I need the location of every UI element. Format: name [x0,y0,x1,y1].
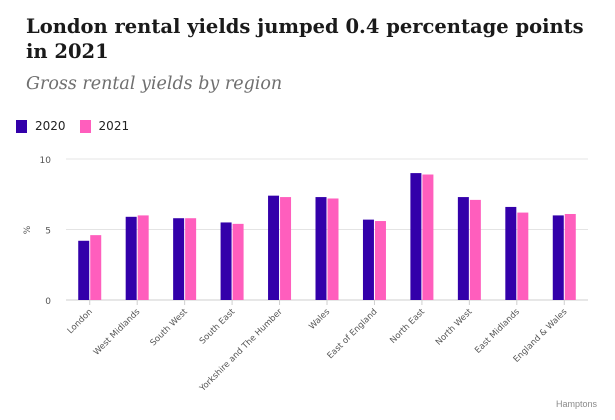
chart-title: London rental yields jumped 0.4 percenta… [26,15,584,63]
y-tick-label-0: 0 [45,297,51,307]
bar-2020-yorkshire-and-the-humber [268,195,280,300]
bar-2021-wales [327,198,339,300]
bar-2020-wales [315,197,327,300]
x-tick-label-south-west: South West [149,307,191,349]
bar-2020-south-east [220,222,232,300]
bar-2021-england-wales [564,213,576,300]
x-tick-label-east-of-england: East of England [326,307,380,361]
legend-label-2021: 2021 [98,119,130,133]
x-tick-label-north-east: North East [388,307,427,346]
bar-2020-england-wales [552,215,564,300]
bar-2021-east-midlands [517,212,529,300]
legend-swatch-2021 [79,119,91,133]
bar-2020-london [78,240,90,300]
bar-2020-south-west [173,218,185,300]
x-tick-label-yorkshire-and-the-humber: Yorkshire and The Humber [197,307,285,395]
bar-2020-north-west [457,197,469,300]
x-tick-label-north-west: North West [434,307,475,348]
y-tick-label-10: 10 [40,156,52,166]
bar-2020-east-midlands [505,206,517,300]
bar-2021-east-of-england [374,221,386,300]
x-tick-label-wales: Wales [307,307,332,332]
bar-2021-yorkshire-and-the-humber [280,197,292,300]
legend-item-2021: 2021 [79,119,130,133]
legend-item-2020: 2020 [16,119,66,133]
bar-2021-london [90,235,102,300]
bar-2021-north-east [422,174,434,300]
bar-2021-south-west [185,218,197,300]
bar-2021-south-east [232,223,244,300]
source-label: Hamptons [555,399,597,409]
legend-label-2020: 2020 [35,119,66,133]
bar-2020-east-of-england [362,219,374,300]
legend: 2020 2021 [16,119,129,133]
x-tick-label-south-east: South East [198,307,238,347]
x-tick-label-london: London [66,307,95,336]
x-tick-label-west-midlands: West Midlands [92,307,143,358]
bar-2021-west-midlands [137,215,149,300]
bar-2020-north-east [410,173,422,300]
chart-subtitle: Gross rental yields by region [26,74,283,94]
bar-2021-north-west [469,199,481,300]
bar-2020-west-midlands [125,216,137,300]
legend-swatch-2020 [16,119,27,133]
y-axis-label: % [23,225,33,234]
y-tick-label-5: 5 [45,227,51,237]
x-tick-label-east-midlands: East Midlands [473,307,522,356]
